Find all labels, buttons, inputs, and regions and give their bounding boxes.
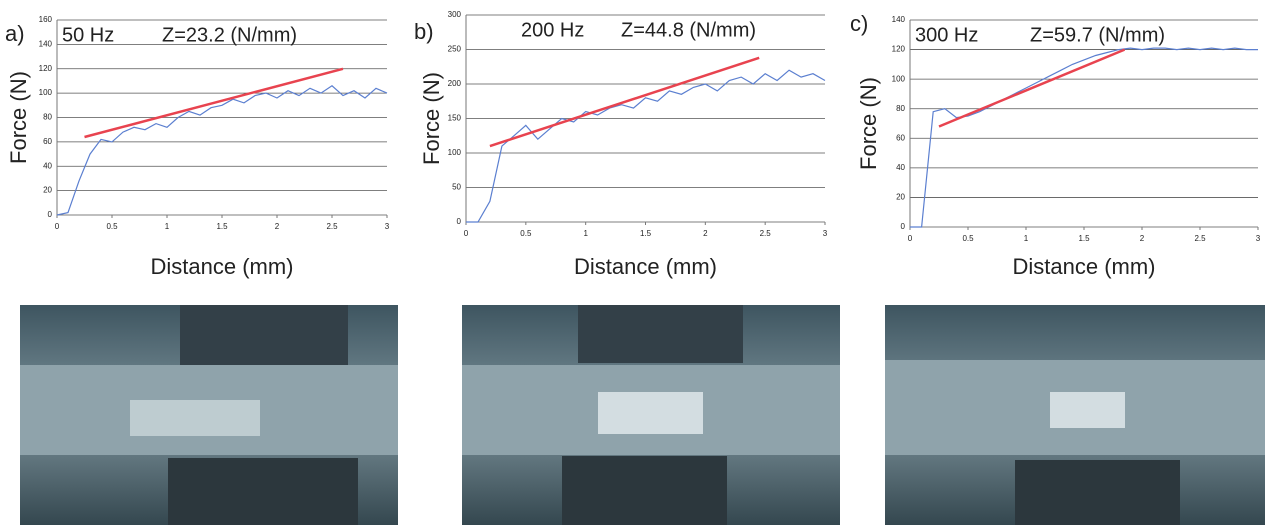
fit-line bbox=[938, 48, 1126, 128]
x-tick-label: 3 bbox=[1256, 234, 1261, 243]
chart-title: 200 Hz bbox=[521, 19, 584, 41]
panel-label: b) bbox=[414, 19, 434, 44]
x-tick-label: 1 bbox=[165, 222, 170, 231]
x-tick-label: 0.5 bbox=[106, 222, 118, 231]
y-tick-label: 80 bbox=[896, 104, 905, 113]
x-tick-label: 1.5 bbox=[640, 229, 652, 238]
y-tick-label: 140 bbox=[892, 15, 906, 24]
y-tick-label: 20 bbox=[896, 193, 905, 202]
x-axis-label: Distance (mm) bbox=[574, 254, 717, 279]
y-tick-label: 140 bbox=[39, 39, 53, 48]
y-tick-label: 0 bbox=[457, 217, 462, 226]
fit-line bbox=[84, 67, 344, 139]
x-tick-label: 1 bbox=[583, 229, 588, 238]
x-tick-label: 3 bbox=[385, 222, 390, 231]
y-tick-label: 40 bbox=[43, 161, 52, 170]
x-tick-label: 3 bbox=[823, 229, 828, 238]
x-tick-label: 1.5 bbox=[1078, 234, 1090, 243]
y-tick-label: 50 bbox=[452, 183, 461, 192]
y-tick-label: 80 bbox=[43, 113, 52, 122]
x-tick-label: 2 bbox=[275, 222, 280, 231]
x-tick-label: 0.5 bbox=[520, 229, 532, 238]
x-axis-label: Distance (mm) bbox=[150, 254, 293, 279]
annotation: Z=44.8 (N/mm) bbox=[621, 19, 756, 41]
annotation: Z=23.2 (N/mm) bbox=[162, 24, 297, 46]
y-tick-label: 0 bbox=[901, 222, 906, 231]
y-tick-label: 20 bbox=[43, 186, 52, 195]
data-line bbox=[910, 47, 1258, 228]
x-tick-label: 0 bbox=[464, 229, 469, 238]
y-tick-label: 200 bbox=[448, 79, 462, 88]
y-tick-label: 300 bbox=[448, 10, 462, 19]
y-tick-label: 120 bbox=[892, 45, 906, 54]
y-axis-label: Force (N) bbox=[856, 77, 881, 170]
photo-b bbox=[462, 305, 840, 525]
chart-title: 50 Hz bbox=[62, 24, 114, 46]
data-line bbox=[56, 85, 388, 216]
y-tick-label: 120 bbox=[39, 64, 53, 73]
y-tick-label: 40 bbox=[896, 163, 905, 172]
y-tick-label: 250 bbox=[448, 45, 462, 54]
y-tick-label: 150 bbox=[448, 114, 462, 123]
x-tick-label: 1.5 bbox=[216, 222, 228, 231]
x-tick-label: 0 bbox=[55, 222, 60, 231]
chart-title: 300 Hz bbox=[915, 24, 978, 46]
y-tick-label: 100 bbox=[39, 88, 53, 97]
x-axis-label: Distance (mm) bbox=[1012, 254, 1155, 279]
y-tick-label: 60 bbox=[896, 133, 905, 142]
x-tick-label: 1 bbox=[1024, 234, 1029, 243]
y-axis-label: Force (N) bbox=[6, 71, 31, 164]
y-tick-label: 100 bbox=[448, 148, 462, 157]
x-tick-label: 2.5 bbox=[760, 229, 772, 238]
y-tick-label: 0 bbox=[48, 210, 53, 219]
x-tick-label: 2.5 bbox=[326, 222, 338, 231]
panel-label: a) bbox=[5, 21, 25, 46]
panel-label: c) bbox=[850, 11, 868, 36]
y-tick-label: 100 bbox=[892, 74, 906, 83]
y-tick-label: 60 bbox=[43, 137, 52, 146]
x-tick-label: 2 bbox=[1140, 234, 1145, 243]
x-tick-label: 0.5 bbox=[962, 234, 974, 243]
photo-a bbox=[20, 305, 398, 525]
x-tick-label: 2.5 bbox=[1194, 234, 1206, 243]
y-axis-label: Force (N) bbox=[419, 72, 444, 165]
photo-c bbox=[885, 305, 1265, 525]
x-tick-label: 2 bbox=[703, 229, 708, 238]
x-tick-label: 0 bbox=[908, 234, 913, 243]
data-line bbox=[466, 69, 826, 223]
annotation: Z=59.7 (N/mm) bbox=[1030, 24, 1165, 46]
fit-line bbox=[489, 56, 760, 148]
y-tick-label: 160 bbox=[39, 15, 53, 24]
